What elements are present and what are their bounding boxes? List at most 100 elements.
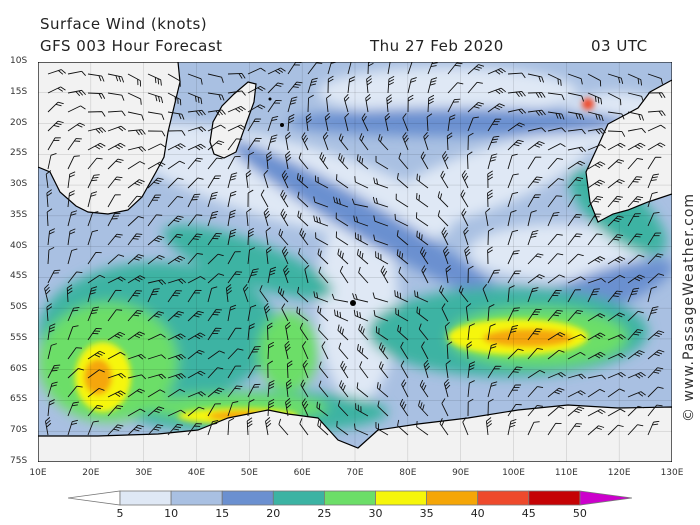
wind-barb xyxy=(313,196,329,208)
wind-barb xyxy=(187,126,207,132)
wind-barb xyxy=(45,417,52,436)
lat-label: 45S xyxy=(10,271,28,282)
lat-label: 10S xyxy=(10,56,28,66)
wind-barb xyxy=(167,409,186,417)
chart-title: Surface Wind (knots) xyxy=(40,15,208,33)
wind-barb xyxy=(167,111,185,120)
wind-barb xyxy=(351,198,369,208)
wind-barb xyxy=(67,306,80,322)
wind-barb xyxy=(587,213,602,227)
wind-barb xyxy=(587,351,606,360)
wind-barb xyxy=(87,387,105,398)
wind-barb xyxy=(247,104,266,113)
wind-barb xyxy=(227,156,241,170)
wind-barb xyxy=(527,253,544,265)
wind-barb xyxy=(277,286,289,303)
wind-barb xyxy=(167,233,183,246)
lat-label: 40S xyxy=(10,240,28,251)
lon-label: 10E xyxy=(29,468,47,478)
wind-barb xyxy=(343,93,350,113)
forecast-date: Thu 27 Feb 2020 xyxy=(370,37,504,55)
wind-barb xyxy=(247,346,261,360)
wind-barb xyxy=(286,360,293,379)
wind-barb xyxy=(207,350,225,360)
wind-barb xyxy=(317,305,329,322)
wind-barb xyxy=(260,189,269,208)
wind-barb xyxy=(547,127,567,133)
wind-barb xyxy=(334,309,349,322)
wind-barb xyxy=(527,176,543,189)
wind-barb xyxy=(527,230,539,246)
wind-barb xyxy=(127,161,146,170)
wind-barb xyxy=(647,142,666,151)
wind-barb xyxy=(607,256,626,265)
wind-barb xyxy=(647,232,662,246)
wind-barb xyxy=(247,227,254,246)
wind-barb xyxy=(647,306,659,322)
wind-barb xyxy=(567,406,585,417)
wind-barb xyxy=(147,130,166,137)
wind-barb xyxy=(462,417,469,436)
wind-barb xyxy=(317,419,329,436)
wind-barb xyxy=(607,290,623,303)
wind-barb xyxy=(386,94,393,113)
wind-barb xyxy=(402,132,409,151)
wind-barb xyxy=(259,285,269,303)
wind-barb xyxy=(147,333,166,341)
wind-barb xyxy=(418,400,429,417)
wind-barb xyxy=(298,152,309,170)
wind-barb xyxy=(587,374,607,380)
wind-barb xyxy=(307,62,323,75)
wind-barb xyxy=(127,111,145,121)
wind-barb xyxy=(607,334,626,341)
wind-barb xyxy=(587,111,604,122)
wind-barb xyxy=(207,403,221,417)
wind-barb xyxy=(227,327,242,341)
wind-barb xyxy=(247,137,262,151)
wind-barb xyxy=(267,380,275,398)
wind-barb xyxy=(316,401,329,417)
wind-barb xyxy=(107,176,123,189)
wind-barb xyxy=(318,266,329,284)
wind-barb xyxy=(372,196,389,208)
wind-barb xyxy=(314,175,329,189)
wind-barb xyxy=(302,360,309,379)
wind-barb xyxy=(373,234,389,246)
wind-barb xyxy=(301,132,309,151)
wind-barb xyxy=(67,105,86,113)
map-grid xyxy=(38,62,672,462)
wind-barb xyxy=(414,290,429,303)
wind-barb xyxy=(440,170,449,189)
wind-barb xyxy=(227,209,236,227)
wind-barb xyxy=(313,215,329,227)
legend-swatch xyxy=(375,490,427,506)
wind-barb xyxy=(567,351,586,360)
wind-barb xyxy=(187,109,206,116)
wind-barb xyxy=(527,404,543,417)
wind-barb xyxy=(356,154,369,170)
wind-barb xyxy=(337,324,349,341)
wind-barb xyxy=(423,359,430,379)
wind-barb xyxy=(225,284,232,303)
wind-barb xyxy=(47,69,67,75)
wind-barb xyxy=(147,214,163,227)
wind-barb xyxy=(627,73,643,86)
wind-barb xyxy=(567,276,586,284)
wind-barb xyxy=(227,90,246,96)
wind-barb xyxy=(375,251,389,265)
wind-barb xyxy=(547,157,563,170)
wind-map xyxy=(38,62,672,462)
wind-barb xyxy=(227,304,237,322)
wind-barb xyxy=(507,307,520,322)
wind-barb xyxy=(207,273,225,284)
wind-barb xyxy=(167,130,186,136)
wind-barb xyxy=(340,360,349,379)
wind-barb xyxy=(607,215,624,227)
wind-barb xyxy=(207,232,222,246)
wind-barb xyxy=(547,309,563,322)
wind-barb xyxy=(187,233,203,246)
wind-barb xyxy=(285,398,292,417)
wind-barb xyxy=(427,62,439,75)
wind-barb xyxy=(187,177,204,189)
wind-barb xyxy=(127,424,144,436)
